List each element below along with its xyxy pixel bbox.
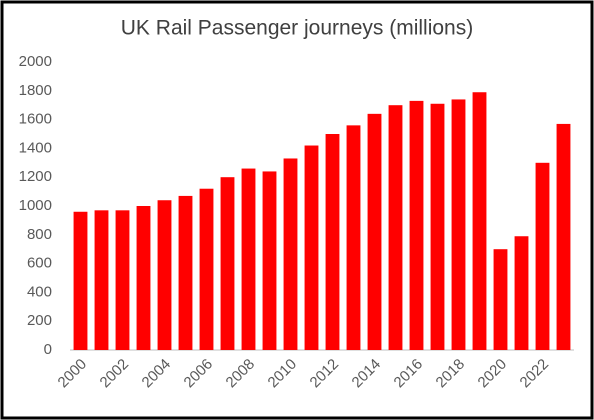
bar — [115, 210, 130, 350]
bar — [262, 171, 277, 350]
bar — [157, 200, 172, 350]
chart-title: UK Rail Passenger journeys (millions) — [121, 17, 473, 40]
y-tick-label: 600 — [27, 255, 52, 272]
bar — [136, 206, 151, 350]
bar — [178, 195, 193, 350]
bar — [325, 134, 340, 350]
bar — [199, 188, 214, 350]
y-tick-label: 1800 — [19, 82, 52, 99]
y-tick-label: 200 — [27, 312, 52, 329]
bar — [472, 92, 487, 351]
bar — [409, 100, 424, 350]
y-tick-label: 1600 — [19, 111, 52, 128]
y-tick-label: 400 — [27, 283, 52, 300]
y-tick-label: 1000 — [19, 197, 52, 214]
bar — [493, 249, 508, 350]
bar — [451, 99, 466, 350]
bar — [346, 125, 361, 350]
bar — [556, 123, 571, 350]
bar — [241, 168, 256, 350]
bar — [388, 105, 403, 350]
bar — [535, 162, 550, 350]
bar — [220, 177, 235, 350]
bar — [430, 103, 445, 350]
bar — [367, 113, 382, 350]
y-tick-label: 1200 — [19, 168, 52, 185]
bar — [514, 236, 529, 350]
y-tick-label: 1400 — [19, 139, 52, 156]
y-tick-label: 0 — [44, 341, 52, 358]
y-tick-label: 2000 — [19, 53, 52, 70]
bar — [94, 210, 109, 350]
bar — [73, 211, 88, 350]
bar — [304, 145, 319, 350]
y-tick-label: 800 — [27, 226, 52, 243]
bar — [283, 158, 298, 350]
